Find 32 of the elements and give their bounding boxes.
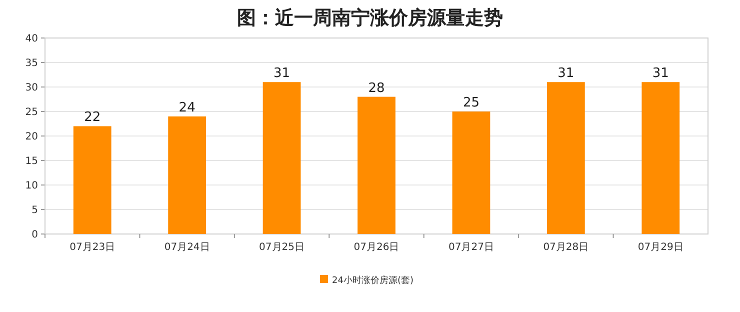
data-label: 24 [178, 100, 196, 116]
data-label: 22 [84, 110, 101, 126]
x-tick-label: 07月29日 [638, 242, 684, 253]
bar [452, 112, 490, 234]
bar [358, 96, 396, 234]
bar [262, 82, 301, 234]
bar [73, 126, 112, 234]
bar [168, 116, 206, 234]
x-tick-label: 07月24日 [164, 242, 210, 253]
chart-title: 图：近一周南宁涨价房源量走势 [237, 7, 503, 29]
y-tick-label: 10 [25, 180, 38, 192]
y-tick-label: 40 [25, 34, 38, 44]
bar [546, 82, 585, 234]
y-tick-label: 5 [32, 205, 38, 216]
x-tick-label: 07月23日 [70, 242, 116, 253]
data-label: 31 [274, 66, 290, 82]
y-tick-label: 20 [25, 132, 38, 142]
data-label: 25 [462, 96, 480, 110]
data-label: 31 [652, 66, 669, 82]
bar [642, 82, 680, 234]
y-tick-label: 15 [25, 156, 38, 167]
legend-label: 24小时涨价房源(套) [332, 275, 414, 286]
y-tick-label: 0 [32, 230, 38, 240]
y-tick-label: 30 [25, 82, 38, 94]
x-tick-label: 07月28日 [543, 242, 589, 253]
x-tick-label: 07月26日 [354, 242, 400, 253]
data-label: 31 [558, 66, 574, 82]
y-tick-label: 25 [25, 107, 38, 118]
data-label: 28 [368, 80, 385, 96]
x-tick-label: 07月27日 [448, 242, 494, 253]
y-tick-label: 35 [25, 58, 38, 69]
x-tick-label: 07月25日 [259, 242, 305, 253]
